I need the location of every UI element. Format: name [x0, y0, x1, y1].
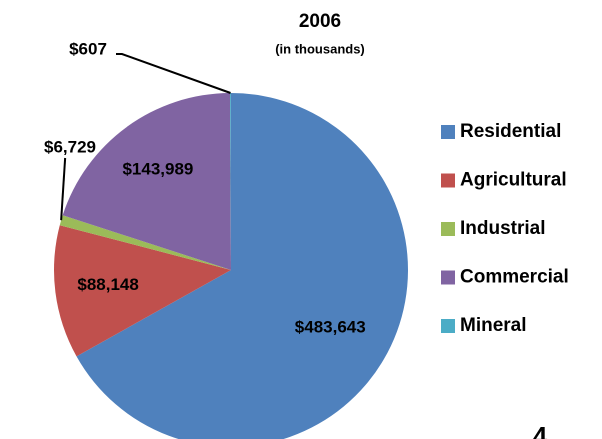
legend-swatch: [441, 222, 455, 236]
legend-label: Industrial: [460, 218, 546, 239]
legend-label: Residential: [460, 121, 561, 142]
data-label: $6,729: [44, 137, 96, 156]
legend-swatch: [441, 319, 455, 333]
pie-slice: [62, 93, 231, 270]
legend-label: Commercial: [460, 267, 569, 288]
legend-swatch: [441, 173, 455, 188]
legend-label: Mineral: [460, 315, 527, 336]
legend-swatch: [441, 125, 455, 139]
leader-line: [60, 157, 67, 221]
data-label: $483,643: [295, 318, 366, 337]
page-number: 4: [533, 421, 548, 439]
chart-subtitle: (in thousands): [275, 41, 365, 56]
pie-slice: [230, 93, 231, 270]
data-label: $143,989: [122, 159, 193, 178]
pie-slice: [76, 93, 408, 439]
chart-title: 2006: [299, 11, 341, 32]
data-label: $88,148: [77, 275, 138, 294]
pie-slice: [59, 215, 231, 270]
legend-label: Agricultural: [460, 170, 567, 191]
legend-swatch: [441, 270, 455, 285]
pie-slice: [53, 225, 231, 357]
data-label: $607: [69, 39, 107, 58]
leader-line: [116, 53, 231, 94]
